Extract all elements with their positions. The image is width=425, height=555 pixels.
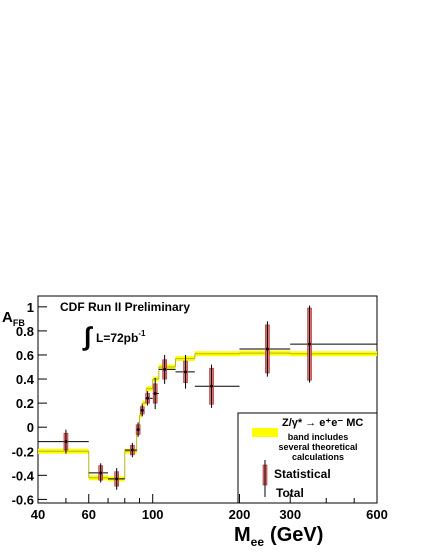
chart-title: CDF Run II Preliminary	[60, 300, 190, 314]
y-tick-label: -0.2	[12, 444, 34, 459]
legend-mc: Z/γ* → e⁺e⁻ MC	[282, 417, 363, 429]
x-label-main: M	[234, 524, 251, 546]
data-point	[184, 370, 188, 374]
y-tick-label: 1	[27, 300, 34, 315]
x-tick-label: 600	[366, 507, 388, 522]
x-label: Mee (GeV)	[234, 524, 323, 549]
legend-note: calculations	[292, 452, 344, 462]
data-point	[210, 384, 214, 388]
lumi-sup: -1	[138, 329, 146, 338]
lumi: L=72pb-1	[96, 329, 146, 345]
y-tick-label: 0.8	[16, 324, 34, 339]
x-label-sub: ee	[251, 535, 265, 549]
y-tick-label: 0.6	[16, 348, 34, 363]
data-point	[115, 477, 119, 481]
data-point	[146, 396, 150, 400]
y-label-sub: FB	[13, 318, 25, 328]
data-point	[308, 342, 312, 346]
lumi-integral: ∫	[82, 321, 93, 351]
legend-total-label: Total	[276, 486, 304, 500]
legend-stat-label: Statistical	[274, 467, 331, 481]
legend-note: several theoretical	[278, 442, 357, 452]
legend-note: band includes	[288, 432, 349, 442]
lumi-text: L=72pb	[96, 331, 138, 345]
y-tick-label: -0.4	[12, 468, 35, 483]
plot-frame	[37, 295, 378, 504]
x-tick-label: 60	[82, 507, 96, 522]
x-label-unit: (GeV)	[270, 524, 323, 546]
data-point	[130, 448, 134, 452]
data-point	[99, 471, 103, 475]
x-tick-label: 300	[279, 507, 301, 522]
data-point	[163, 367, 167, 371]
y-tick-label: -0.6	[12, 492, 34, 507]
data-point	[64, 440, 68, 444]
y-tick-label: 0.4	[16, 372, 35, 387]
data-point	[140, 408, 144, 412]
x-tick-label: 200	[229, 507, 251, 522]
x-tick-label: 40	[31, 507, 45, 522]
data-point	[153, 391, 157, 395]
y-tick-label: 0.2	[16, 396, 34, 411]
y-tick-label: 0	[27, 420, 34, 435]
y-label-main: A	[2, 309, 13, 326]
data-point	[265, 347, 269, 351]
y-label: AFB	[2, 309, 25, 328]
x-tick-label: 100	[142, 507, 164, 522]
legend-band	[252, 428, 278, 437]
data-point	[136, 428, 140, 432]
